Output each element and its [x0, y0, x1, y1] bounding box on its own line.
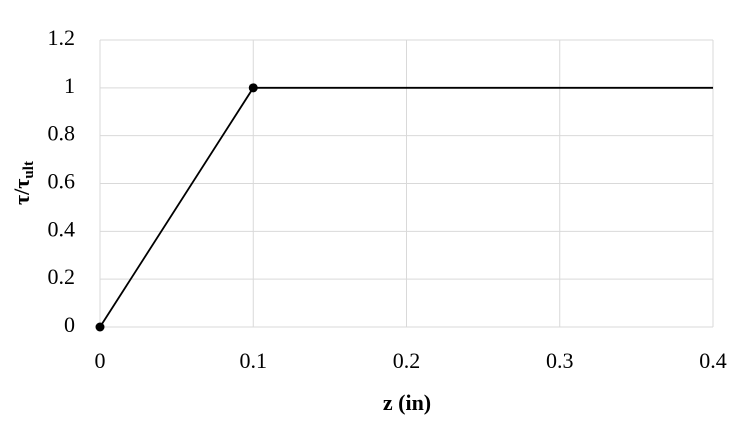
data-point — [95, 322, 105, 332]
y-tick-label: 1.2 — [48, 25, 76, 50]
y-tick-label: 0.2 — [48, 264, 76, 289]
x-tick-label: 0.2 — [393, 348, 421, 373]
x-tick-label: 0 — [95, 348, 106, 373]
data-point — [248, 83, 258, 93]
y-axis-title: τ/τult — [9, 161, 37, 205]
x-tick-label: 0.3 — [546, 348, 574, 373]
x-tick-label: 0.4 — [699, 348, 727, 373]
y-axis-title-main: τ/τ — [9, 179, 34, 205]
y-tick-label: 0 — [64, 312, 75, 337]
y-tick-label: 0.6 — [48, 169, 76, 194]
y-tick-label: 0.8 — [48, 121, 76, 146]
x-axis-title: z (in) — [383, 390, 431, 415]
x-tick-label: 0.1 — [240, 348, 268, 373]
y-tick-label: 1 — [64, 73, 75, 98]
y-axis-title-subscript: ult — [21, 161, 37, 179]
y-tick-label: 0.4 — [48, 216, 76, 241]
